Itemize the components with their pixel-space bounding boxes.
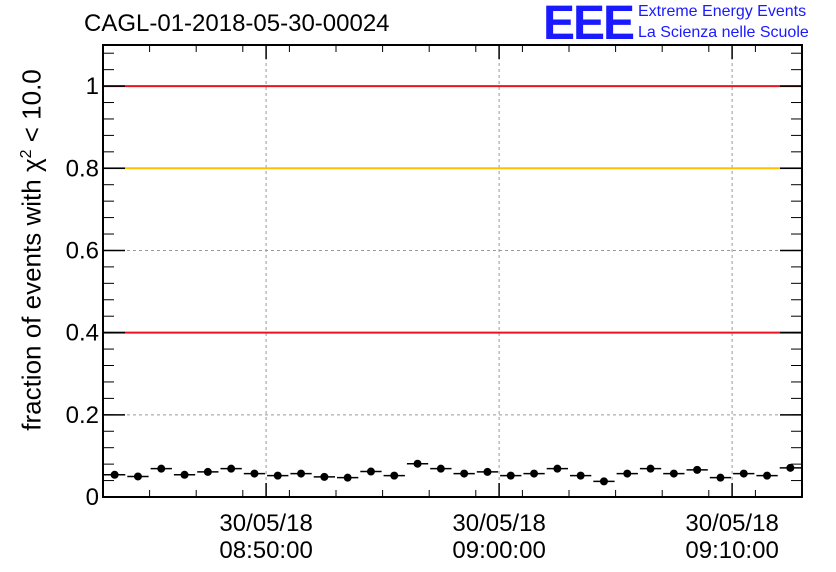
x-tick-date-label: 30/05/18 xyxy=(685,510,778,537)
y-tick-label: 0.8 xyxy=(66,155,99,182)
y-tick-labels: 0 0.2 0.4 0.6 0.8 1 xyxy=(66,73,99,511)
data-point xyxy=(483,467,492,476)
axis-ticks xyxy=(102,45,803,498)
data-point xyxy=(763,471,772,480)
data-point xyxy=(203,467,212,476)
data-point xyxy=(530,469,539,478)
grid-lines xyxy=(103,45,802,497)
data-point xyxy=(693,465,702,474)
x-tick-time-label: 09:10:00 xyxy=(685,537,778,564)
reference-lines xyxy=(103,85,802,334)
logo-line-1: Extreme Energy Events xyxy=(638,3,807,20)
data-point xyxy=(297,469,306,478)
data-point xyxy=(390,471,399,480)
x-tick-time-label: 08:50:00 xyxy=(219,537,312,564)
data-point xyxy=(553,464,562,473)
data-point xyxy=(366,467,375,476)
y-tick-label: 0.4 xyxy=(66,320,99,347)
chart-title: CAGL-01-2018-05-30-00024 xyxy=(84,10,390,37)
x-tick-date-label: 30/05/18 xyxy=(219,510,312,537)
x-tick-labels: 30/05/1808:50:0030/05/1809:00:0030/05/18… xyxy=(219,510,778,564)
y-tick-label: 0.6 xyxy=(66,237,99,264)
data-point xyxy=(227,464,236,473)
data-point xyxy=(157,464,166,473)
data-point xyxy=(623,469,632,478)
data-point xyxy=(599,477,608,486)
data-point xyxy=(343,473,352,482)
data-point xyxy=(576,471,585,480)
eee-logo-mark: EEE xyxy=(543,0,635,50)
y-tick-label: 1 xyxy=(86,73,99,100)
data-point xyxy=(786,463,795,472)
plot-frame xyxy=(102,44,803,498)
data-point xyxy=(413,459,422,468)
x-tick-time-label: 09:00:00 xyxy=(452,537,545,564)
data-point xyxy=(716,473,725,482)
data-point xyxy=(273,471,282,480)
data-point xyxy=(110,470,119,479)
logo-line-2: La Scienza nelle Scuole xyxy=(638,24,809,41)
data-point xyxy=(133,472,142,481)
y-tick-label: 0 xyxy=(86,484,99,511)
y-tick-label: 0.2 xyxy=(66,402,99,429)
data-series xyxy=(104,459,801,486)
data-point xyxy=(320,472,329,481)
data-point xyxy=(436,464,445,473)
data-point xyxy=(739,469,748,478)
data-point xyxy=(250,469,259,478)
x-tick-date-label: 30/05/18 xyxy=(452,510,545,537)
data-point xyxy=(180,470,189,479)
data-point xyxy=(669,469,678,478)
data-point xyxy=(506,471,515,480)
data-point xyxy=(460,469,469,478)
data-point xyxy=(646,464,655,473)
